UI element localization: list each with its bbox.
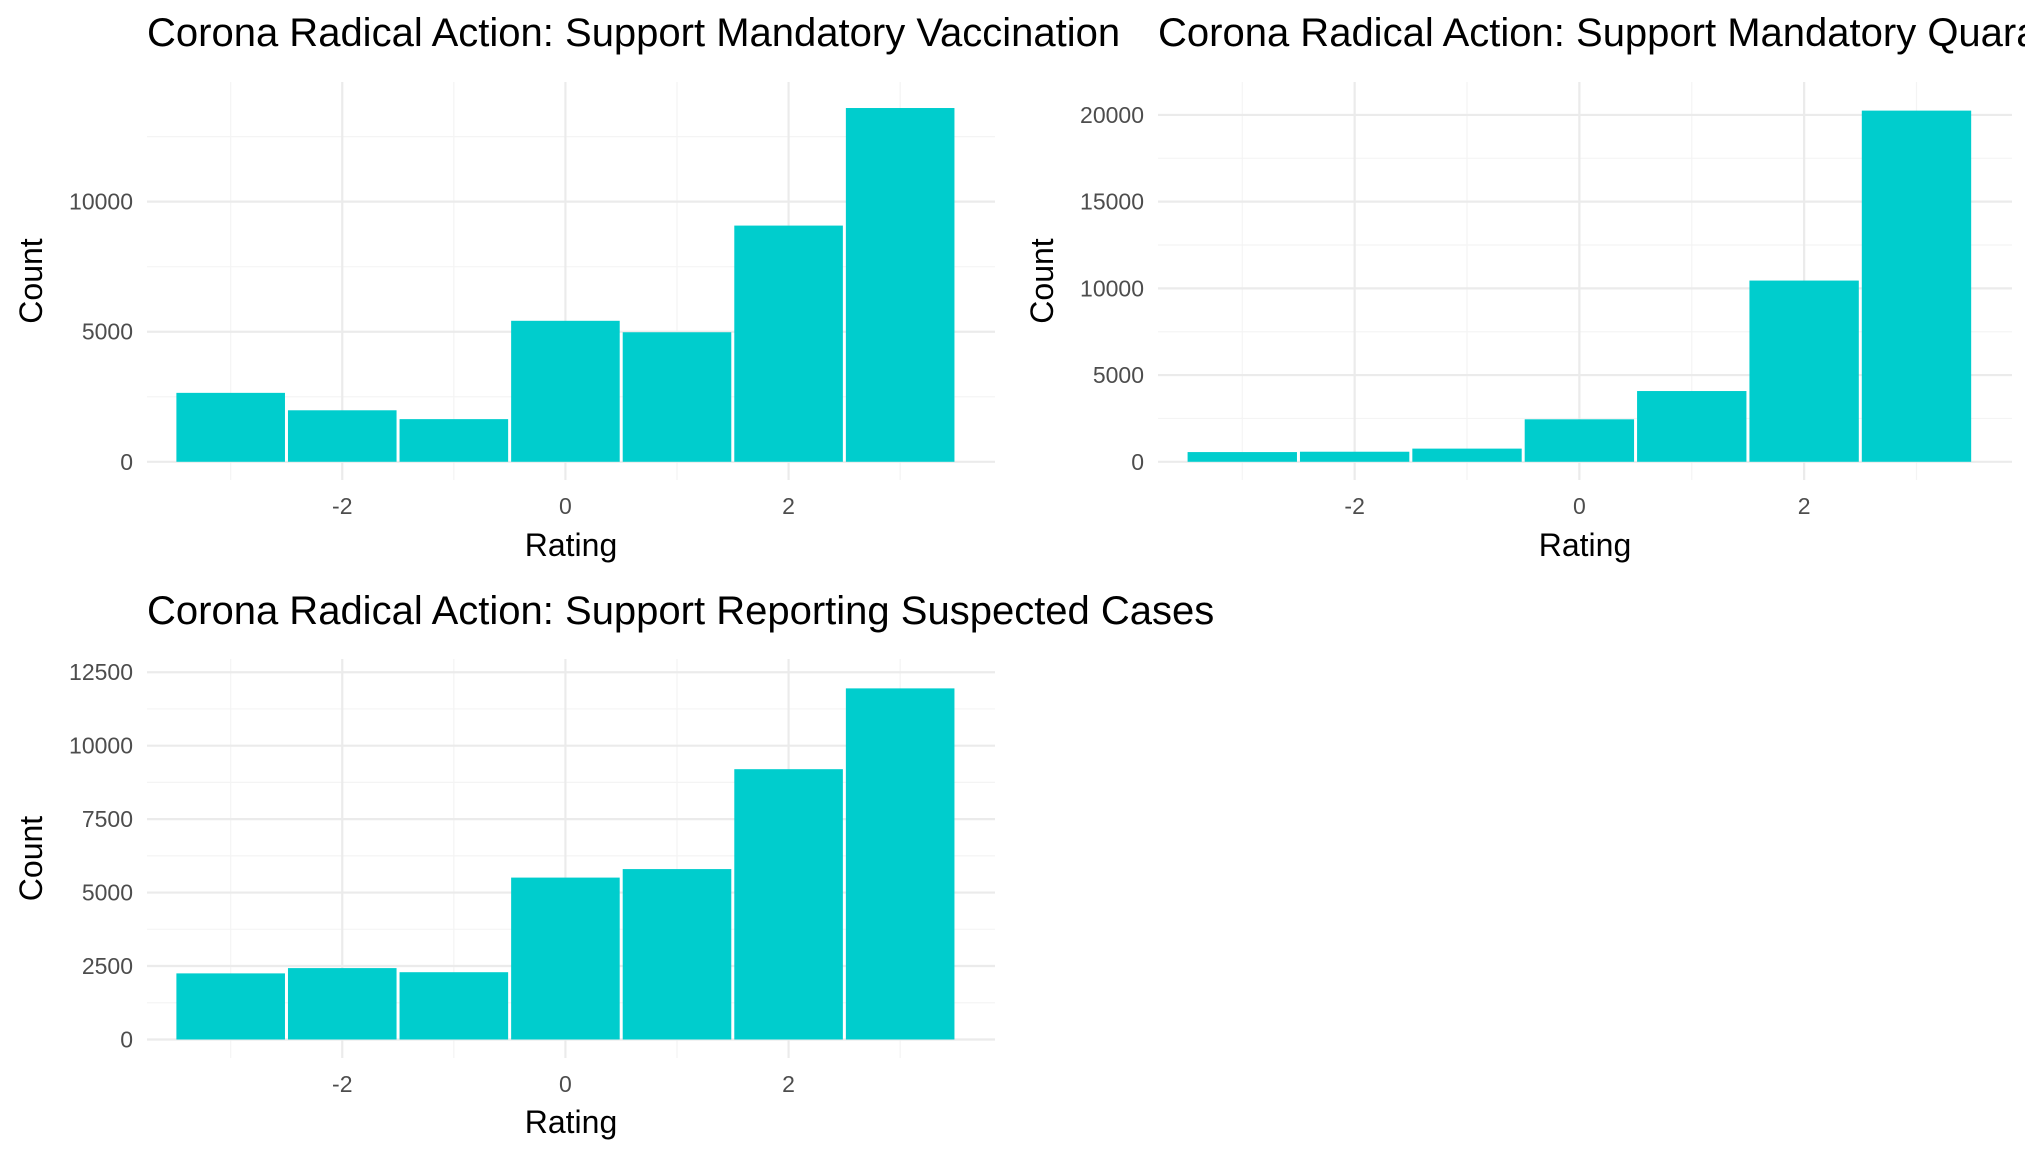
bar-rating--2: [1299, 451, 1410, 462]
y-tick-label: 5000: [82, 880, 133, 906]
x-tick-label: 2: [1798, 493, 1811, 519]
y-axis-title: Count: [1024, 238, 1060, 324]
bar-rating--1: [399, 972, 509, 1040]
y-tick-label: 2500: [82, 953, 133, 979]
bar-rating-1: [622, 332, 732, 462]
bar-rating-1: [622, 869, 732, 1040]
x-tick-label: 0: [559, 493, 572, 519]
x-tick-label: 0: [559, 1071, 572, 1097]
bar-rating-0: [511, 320, 620, 462]
x-axis-title: Rating: [1539, 527, 1632, 563]
y-tick-label: 0: [120, 1026, 133, 1052]
bar-rating--3: [176, 392, 285, 462]
y-tick-label: 10000: [69, 733, 133, 759]
panel-title: Corona Radical Action: Support Mandatory…: [147, 11, 1120, 55]
bar-rating--3: [176, 973, 285, 1040]
y-tick-label: 20000: [1080, 102, 1144, 128]
x-tick-label: -2: [332, 1071, 352, 1097]
bar-rating-1: [1637, 391, 1747, 462]
y-tick-label: 12500: [69, 659, 133, 685]
y-tick-label: 15000: [1080, 189, 1144, 215]
y-axis-title: Count: [13, 816, 49, 902]
bar-rating--1: [399, 419, 509, 462]
bar-rating-3: [845, 688, 955, 1040]
bar-rating-0: [1524, 419, 1635, 462]
x-tick-label: 0: [1573, 493, 1586, 519]
y-tick-label: 5000: [1093, 362, 1144, 388]
bar-rating--2: [287, 410, 397, 462]
bar-rating--3: [1187, 452, 1297, 462]
bar-rating-2: [734, 225, 843, 462]
y-tick-label: 10000: [1080, 275, 1144, 301]
y-tick-label: 5000: [82, 319, 133, 345]
y-axis-title: Count: [13, 238, 49, 324]
x-axis-title: Rating: [525, 1104, 618, 1140]
y-tick-label: 7500: [82, 806, 133, 832]
x-axis-title: Rating: [525, 527, 618, 563]
bar-rating-3: [845, 108, 955, 462]
panel-reporting-suspected-cases: -2 0 2 0 2500 5000 7500 10000 12500 Rating Count Co…: [13, 589, 1214, 1140]
bar-rating--1: [1412, 448, 1522, 462]
panel-mandatory-quarantine: -2 0 2 0 5000 10000 15000 20000 Rating Count Coron…: [1024, 11, 2025, 563]
bar-rating--2: [287, 968, 397, 1040]
bar-rating-3: [1861, 110, 1972, 462]
panel-title: Corona Radical Action: Support Reporting…: [147, 589, 1214, 633]
y-tick-label: 0: [1131, 449, 1144, 475]
x-tick-label: 2: [782, 493, 795, 519]
panel-mandatory-vaccination: -2 0 2 0 5000 10000 Rating Count Corona Radical …: [13, 11, 1120, 563]
bar-rating-0: [511, 877, 620, 1040]
x-tick-label: 2: [782, 1071, 795, 1097]
x-tick-label: -2: [1344, 493, 1364, 519]
bar-rating-2: [734, 769, 843, 1040]
bar-rating-2: [1749, 280, 1859, 462]
panel-title: Corona Radical Action: Support Mandatory…: [1158, 11, 2025, 55]
y-tick-label: 10000: [69, 189, 133, 215]
y-tick-label: 0: [120, 449, 133, 475]
x-tick-label: -2: [332, 493, 352, 519]
